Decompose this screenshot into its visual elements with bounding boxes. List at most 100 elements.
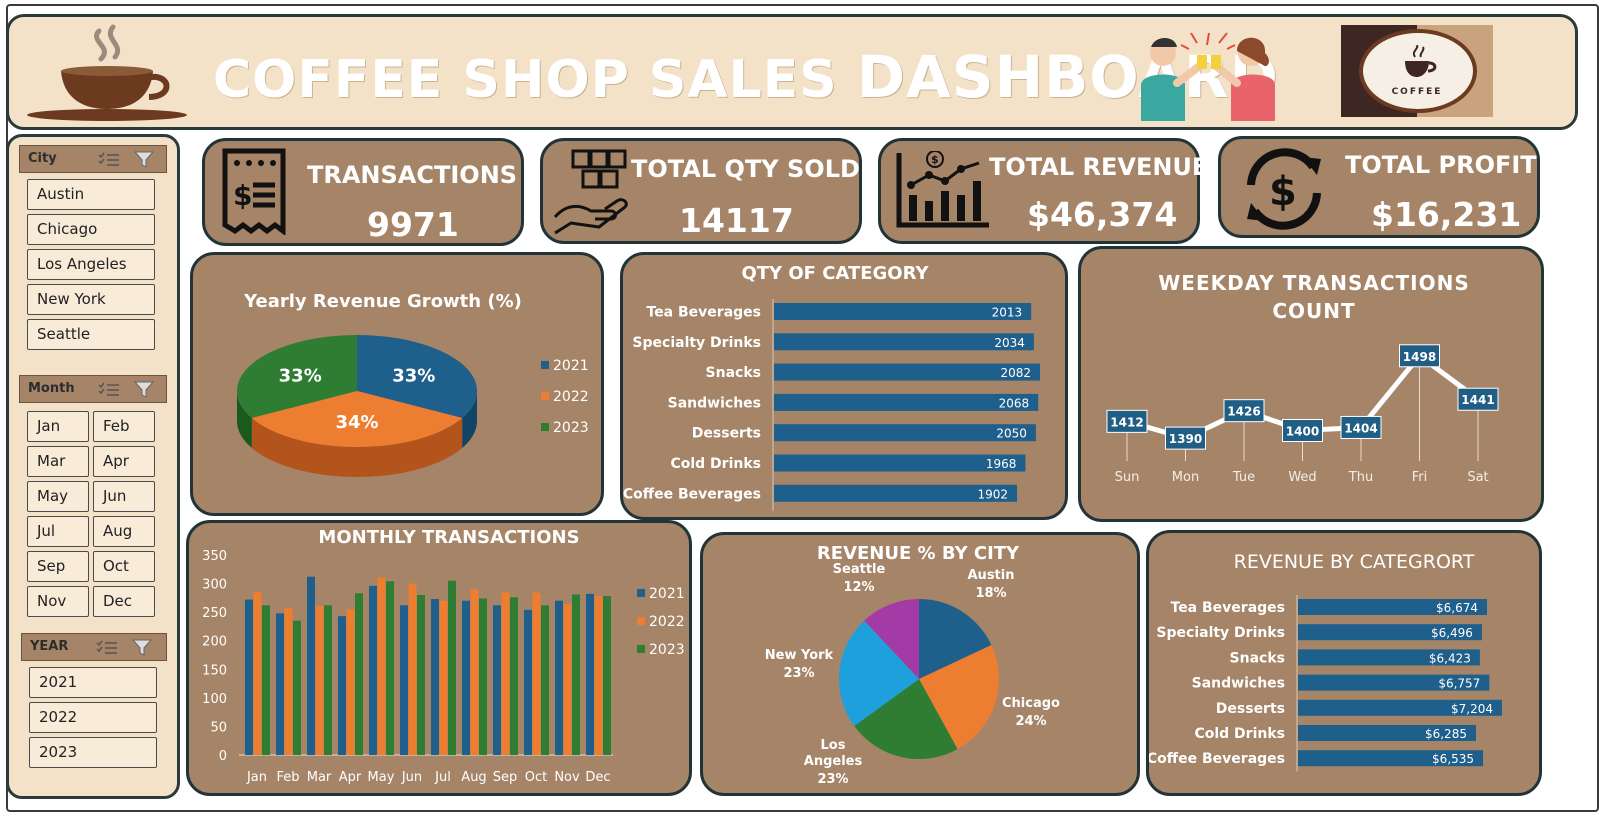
point-value-Mon: 1390 [1169, 432, 1202, 446]
city-label-los-angeles: Los [821, 738, 846, 753]
bar-2022-Apr [346, 609, 355, 755]
multi-select-icon[interactable] [96, 640, 118, 656]
bar-Sandwiches [1298, 674, 1490, 691]
svg-text:$: $ [931, 153, 939, 166]
year-option-2023[interactable]: 2023 [29, 737, 157, 768]
month-option-dec[interactable]: Dec [93, 586, 155, 617]
city-percent-chicago: 24% [1015, 714, 1046, 729]
coffee-logo-cup-icon [1405, 45, 1437, 77]
month-option-aug[interactable]: Aug [93, 516, 155, 547]
bar-2022-Sep [501, 592, 510, 755]
category-label-Snacks: Snacks [706, 365, 761, 381]
clear-filter-icon[interactable] [134, 381, 154, 399]
month-option-nov[interactable]: Nov [27, 586, 89, 617]
weekday-title-line1: WEEKDAY TRANSACTIONS [1158, 271, 1470, 295]
legend-label-2021: 2021 [649, 586, 685, 602]
bar-value-Coffee Beverages: 1902 [977, 487, 1008, 501]
city-option-new-york[interactable]: New York [27, 284, 155, 315]
legend-swatch-2022 [541, 392, 549, 400]
bar-2021-Jan [245, 599, 253, 755]
bar-value-Cold Drinks: 1968 [986, 457, 1017, 471]
category-label-Cold Drinks: Cold Drinks [670, 456, 761, 472]
bar-2021-Apr [338, 616, 346, 755]
bar-2022-Oct [532, 592, 541, 755]
point-value-Thu: 1404 [1344, 421, 1377, 435]
month-option-oct[interactable]: Oct [93, 551, 155, 582]
boxes-on-hand-icon [553, 149, 628, 235]
category-label-Snacks: Snacks [1230, 650, 1285, 666]
kpi-transactions-value: 9971 [367, 205, 459, 244]
kpi-transactions-label: TRANSACTIONS [307, 161, 518, 189]
month-option-jul[interactable]: Jul [27, 516, 89, 547]
city-revenue-card: REVENUE % BY CITY Austin 18% Chicago 24% Los… [700, 532, 1140, 796]
bar-2022-Mar [315, 605, 324, 755]
bar-2023-Dec [603, 596, 611, 755]
month-option-may[interactable]: May [27, 481, 89, 512]
kpi-revenue-card: $ TOTAL REVENUE $46,374 [878, 138, 1208, 244]
city-percent-austin: 18% [975, 586, 1006, 601]
monthly-bar-chart: 0 50 100 150 200 250 300 350 Jan Feb Mar Apr May Jun J… [202, 549, 685, 785]
month-option-mar[interactable]: Mar [27, 446, 89, 477]
kpi-revenue-value: $46,374 [1027, 195, 1178, 234]
dashboard-title: COFFEE SHOP SALES DASHBOARD [213, 43, 1279, 111]
y-tick-200: 200 [202, 635, 227, 650]
x-tick-Thu: Thu [1348, 470, 1373, 485]
multi-select-icon[interactable] [98, 382, 120, 398]
pie-label-2022: 34% [335, 412, 378, 433]
x-tick-Apr: Apr [339, 770, 362, 785]
bar-2021-Aug [462, 600, 470, 755]
year-option-2022[interactable]: 2022 [29, 702, 157, 733]
x-tick-Wed: Wed [1288, 470, 1316, 485]
clear-filter-icon[interactable] [132, 639, 152, 657]
month-option-jun[interactable]: Jun [93, 481, 155, 512]
revenue-category-card: REVENUE BY CATEGRORT Tea Beverages $6,674… [1146, 530, 1542, 796]
legend-label-2023: 2023 [649, 642, 685, 658]
weekday-card: WEEKDAY TRANSACTIONS COUNT 1412 Sun 1390 Mo… [1078, 246, 1544, 522]
city-percent-seattle: 12% [843, 580, 874, 595]
pie-side-2023 [237, 391, 252, 448]
qty-category-bar-chart: Tea Beverages 2013 Specialty Drinks 2034 Sna… [623, 299, 1040, 512]
month-option-jan[interactable]: Jan [27, 411, 89, 442]
city-option-chicago[interactable]: Chicago [27, 214, 155, 245]
point-value-Tue: 1426 [1227, 405, 1260, 419]
bar-value-Cold Drinks: $6,285 [1425, 727, 1467, 741]
point-badge-Fri [1399, 344, 1440, 368]
city-revenue-title: REVENUE % BY CITY [816, 543, 1020, 564]
clear-filter-icon[interactable] [134, 151, 154, 169]
bar-2023-Apr [355, 593, 363, 755]
bar-2023-Jul [448, 580, 456, 755]
legend-swatch-2022 [637, 617, 645, 625]
year-slicer-header: YEAR [21, 633, 167, 661]
month-option-sep[interactable]: Sep [27, 551, 89, 582]
bar-2023-Feb [293, 620, 301, 755]
city-option-austin[interactable]: Austin [27, 179, 155, 210]
multi-select-icon[interactable] [98, 152, 120, 168]
pie-slice-2023 [236, 335, 357, 418]
bar-2021-Jun [400, 605, 408, 755]
city-option-los-angeles[interactable]: Los Angeles [27, 249, 155, 280]
city-slicer-title: City [28, 151, 57, 166]
y-tick-0: 0 [219, 749, 227, 764]
bar-2023-Jun [417, 595, 425, 755]
point-badge-Tue [1223, 399, 1265, 423]
bar-value-Tea Beverages: 2013 [992, 306, 1023, 320]
bar-2021-Nov [555, 600, 563, 755]
legend-swatch-2021 [541, 361, 549, 369]
yearly-revenue-title: Yearly Revenue Growth (%) [244, 291, 522, 312]
month-option-apr[interactable]: Apr [93, 446, 155, 477]
weekday-line-chart: 1412 Sun 1390 Mon 1426 Tue 1400 Wed 1404 Thu 1498 F… [1106, 344, 1499, 485]
category-label-Tea Beverages: Tea Beverages [1171, 600, 1286, 616]
month-option-feb[interactable]: Feb [93, 411, 155, 442]
city-option-seattle[interactable]: Seattle [27, 319, 155, 350]
legend-label-2022: 2022 [553, 389, 589, 405]
category-label-Coffee Beverages: Coffee Beverages [1149, 751, 1285, 767]
revenue-category-title: REVENUE BY CATEGRORT [1233, 551, 1475, 573]
bar-Snacks [774, 363, 1040, 381]
pie-side-2021 [462, 391, 477, 448]
bar-2021-May [369, 585, 377, 755]
bar-2021-Sep [493, 605, 501, 755]
legend-label-2021: 2021 [553, 358, 589, 374]
year-option-2021[interactable]: 2021 [29, 667, 157, 698]
people-toasting-icon [1141, 32, 1275, 121]
